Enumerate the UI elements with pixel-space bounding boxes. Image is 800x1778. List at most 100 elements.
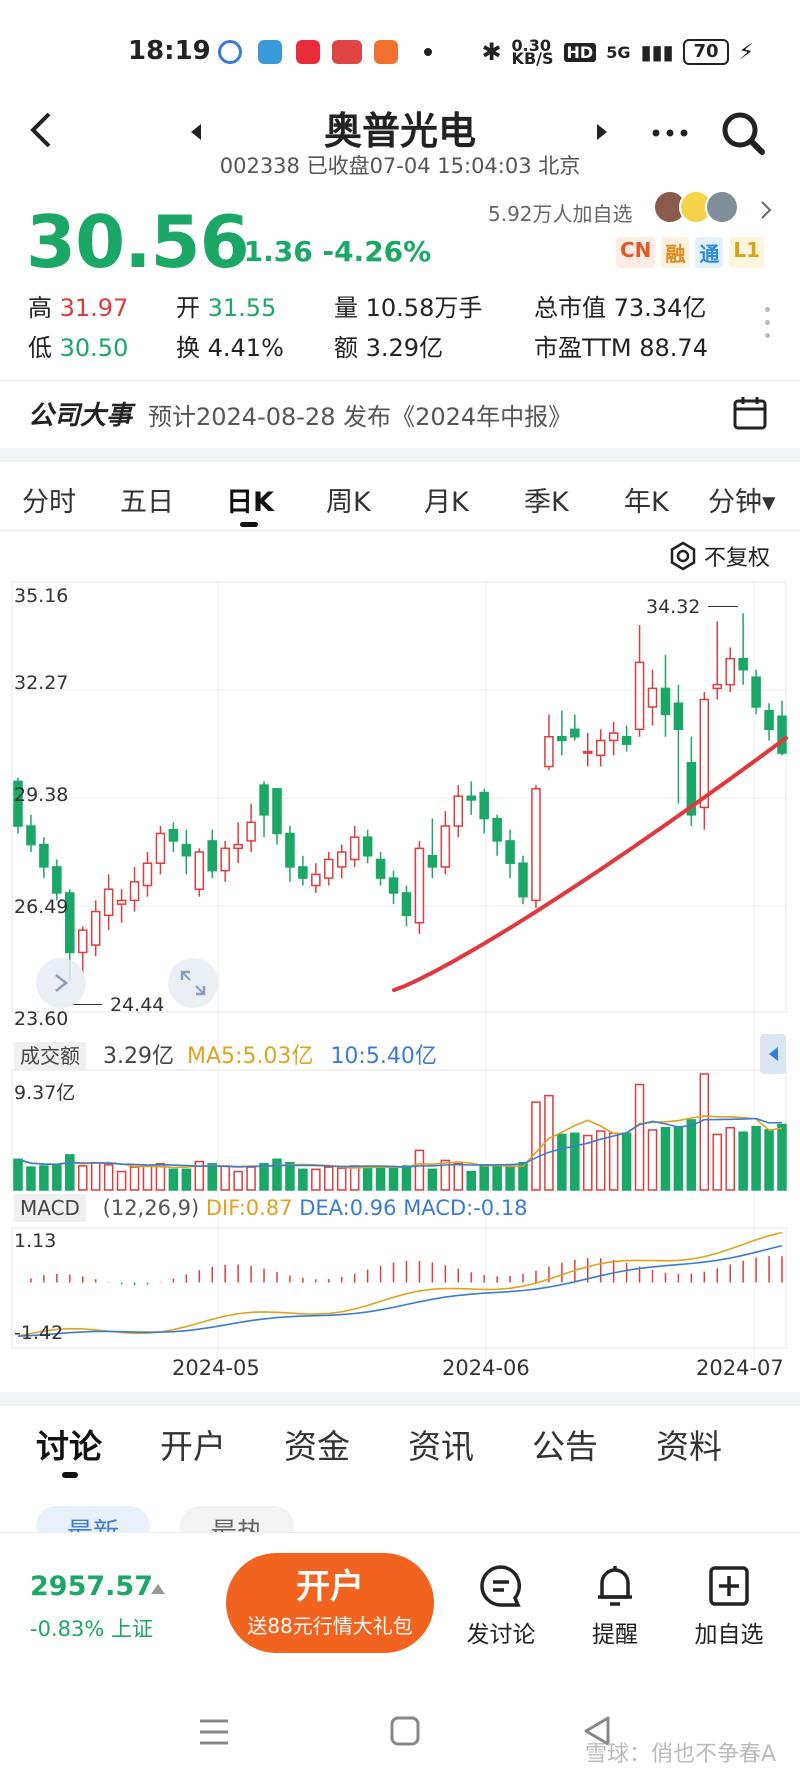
menu-icon[interactable] <box>198 1718 230 1746</box>
index-value[interactable]: 2957.57 <box>30 1571 153 1602</box>
follow-expand-button[interactable] <box>756 198 776 222</box>
chevron-right-icon <box>761 201 772 219</box>
add-watchlist-label: 加自选 <box>694 1622 764 1648</box>
x-axis-date: 2024-06 <box>442 1356 530 1380</box>
tab-monthly-k[interactable]: 月K <box>424 487 469 518</box>
triangle-left-icon <box>769 1047 778 1061</box>
volume-bar <box>246 1166 256 1191</box>
tab-news[interactable]: 资讯 <box>408 1427 474 1466</box>
prev-stock-button[interactable] <box>186 122 206 142</box>
stats-more-button[interactable] <box>760 300 774 344</box>
tab-discussion[interactable]: 讨论 <box>36 1427 102 1466</box>
open-account-button[interactable]: 开户 送88元行情大礼包 <box>226 1553 434 1653</box>
candle-body <box>26 825 36 846</box>
badge-cn[interactable]: CN <box>616 237 656 268</box>
candle-body <box>466 795 476 801</box>
candle-body <box>220 847 230 872</box>
fullscreen-button[interactable] <box>168 958 218 1008</box>
video-app-icon <box>296 40 320 64</box>
more-dots-icon <box>652 129 688 137</box>
volume-bar <box>26 1166 36 1191</box>
tab-funds[interactable]: 资金 <box>284 1427 350 1466</box>
signal-icon: 5G <box>606 42 631 62</box>
panel-toggle-button[interactable] <box>760 1034 786 1074</box>
tab-weekly-k[interactable]: 周K <box>326 487 371 518</box>
mktcap-value: 73.34亿 <box>613 294 707 322</box>
open-account-sub: 送88元行情大礼包 <box>247 1614 413 1638</box>
candle-body <box>544 735 554 768</box>
more-button[interactable] <box>650 118 690 148</box>
volume-bar <box>324 1166 334 1191</box>
home-icon[interactable] <box>390 1716 420 1746</box>
volume-bar <box>570 1132 580 1191</box>
trend-line <box>392 736 788 992</box>
volume-bar <box>479 1164 489 1191</box>
macd-panel-frame <box>11 1227 787 1349</box>
calendar-button[interactable] <box>730 393 770 433</box>
volume-bar <box>362 1166 373 1191</box>
volume-bar <box>90 1161 101 1191</box>
volume-bar <box>13 1158 23 1191</box>
volume-tag[interactable]: 成交额 <box>14 1042 86 1070</box>
post-discussion-button[interactable]: 发讨论 <box>446 1563 556 1649</box>
follower-avatars[interactable] <box>653 190 739 224</box>
tab-quarterly-k[interactable]: 季K <box>524 487 569 518</box>
search-button[interactable] <box>718 108 768 158</box>
back-button[interactable] <box>20 108 60 152</box>
remind-button[interactable]: 提醒 <box>560 1563 670 1649</box>
add-watchlist-button[interactable]: 加自选 <box>674 1563 784 1649</box>
tab-daily-k[interactable]: 日K <box>226 487 274 518</box>
avatar <box>705 190 739 224</box>
volume-bar <box>401 1165 412 1191</box>
adjust-toggle[interactable]: 不复权 <box>668 540 770 572</box>
volume-bar <box>440 1159 451 1191</box>
open-value: 31.55 <box>207 294 277 322</box>
volume-value: 3.29亿 <box>103 1044 174 1069</box>
tab-yearly-k[interactable]: 年K <box>624 487 669 518</box>
macd-dea-line <box>17 1244 783 1337</box>
current-price: 30.56 <box>26 200 250 284</box>
volume-bar <box>77 1165 88 1191</box>
candle-body <box>142 862 153 887</box>
tab-profile[interactable]: 资料 <box>656 1427 722 1466</box>
macd-tag[interactable]: MACD <box>14 1194 86 1222</box>
volume-bar <box>414 1149 425 1191</box>
candle-body <box>479 791 489 820</box>
candle-body <box>349 836 360 861</box>
tab-announcements[interactable]: 公告 <box>532 1427 598 1466</box>
kline-chart[interactable] <box>0 570 800 1390</box>
badge-l1[interactable]: L1 <box>729 237 765 268</box>
candle-body <box>751 676 761 708</box>
scroll-left-button[interactable] <box>36 958 86 1008</box>
badge-connect[interactable]: 通 <box>695 237 724 268</box>
volume-bar <box>388 1167 399 1191</box>
triangle-left-icon <box>191 124 201 140</box>
candle-body <box>608 732 619 742</box>
max-pointer <box>708 606 738 607</box>
volume-bar <box>686 1119 697 1191</box>
volume-bar <box>155 1163 166 1191</box>
status-time: 18:19 <box>128 36 211 66</box>
active-tab-indicator <box>62 1472 78 1478</box>
volume-bar <box>777 1123 787 1191</box>
volume-bar <box>39 1165 49 1191</box>
badge-margin[interactable]: 融 <box>661 237 690 268</box>
follow-count[interactable]: 5.92万人加自选 <box>488 202 633 226</box>
status-bar: 18:19 ✱ 0.30 KB/S HD 5G ▮▮▮ 70 ⚡ <box>0 30 800 74</box>
next-stock-button[interactable] <box>592 122 612 142</box>
tab-intraday[interactable]: 分时 <box>22 487 76 518</box>
tab-minute[interactable]: 分钟▾ <box>708 487 776 518</box>
back-nav-icon[interactable] <box>582 1716 612 1746</box>
company-event-bar[interactable]: 公司大事 预计2024-08-28 发布《2024年中报》 <box>0 380 800 440</box>
volume-bar <box>220 1165 230 1191</box>
volume-bar <box>259 1163 269 1191</box>
candle-body <box>194 851 205 890</box>
candle-body <box>686 762 697 816</box>
volume-bar <box>349 1165 360 1191</box>
triangle-right-icon <box>597 124 607 140</box>
volume-bar <box>764 1129 774 1191</box>
volume-bar <box>699 1073 710 1191</box>
tab-open-account[interactable]: 开户 <box>160 1427 226 1466</box>
candle-body <box>738 657 748 671</box>
tab-five-day[interactable]: 五日 <box>120 487 174 518</box>
